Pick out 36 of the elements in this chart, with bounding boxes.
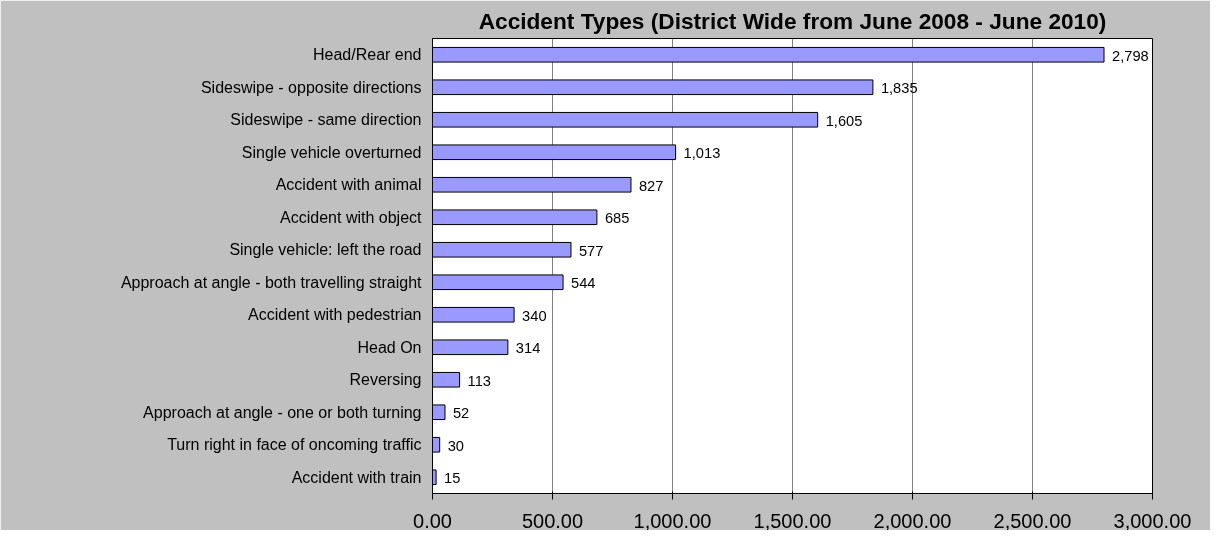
y-tick-label: Accident with pedestrian <box>248 306 422 324</box>
y-tick-label: Sideswipe - opposite directions <box>200 78 422 96</box>
x-tick-label: 1,500.00 <box>753 509 832 532</box>
data-label: 30 <box>447 437 465 454</box>
x-tick-label: 0.00 <box>413 509 452 532</box>
y-tick-label: Single vehicle overturned <box>241 143 422 161</box>
data-label: 340 <box>522 307 547 324</box>
data-label: 113 <box>467 372 491 389</box>
data-label: 577 <box>578 242 604 259</box>
y-tick-label: Head On <box>357 338 422 356</box>
y-tick-label: Single vehicle: left the road <box>229 241 422 259</box>
y-tick-label: Accident with object <box>280 208 423 226</box>
data-label: 1,013 <box>683 145 721 162</box>
y-tick-label: Head/Rear end <box>312 46 422 64</box>
y-tick-label: Approach at angle - one or both turning <box>143 403 422 421</box>
x-tick-label: 1,000.00 <box>633 509 712 532</box>
x-tick-label: 2,000.00 <box>873 509 952 532</box>
x-tick-label: 3,000.00 <box>1113 509 1192 532</box>
data-label: 2,798 <box>1112 47 1149 64</box>
x-tick-label: 500.00 <box>521 509 584 532</box>
y-tick-label: Sideswipe - same direction <box>230 111 422 129</box>
data-label: 544 <box>571 275 596 292</box>
data-label: 1,835 <box>880 80 918 97</box>
y-tick-label: Accident with animal <box>275 176 422 194</box>
data-label: 314 <box>515 340 541 357</box>
y-tick-label: Turn right in face of oncoming traffic <box>167 436 422 454</box>
chart-title: Accident Types (District Wide from June 2008 - June 2010) <box>478 7 1107 34</box>
y-tick-label: Accident with train <box>291 468 422 486</box>
data-label: 15 <box>444 470 461 487</box>
y-tick-label: Reversing <box>349 371 422 389</box>
y-tick-label: Approach at angle - both travelling straight <box>120 273 423 291</box>
data-label: 52 <box>452 405 470 422</box>
data-label: 827 <box>638 177 664 194</box>
x-tick-label: 2,500.00 <box>993 509 1072 532</box>
data-label: 1,605 <box>825 112 863 129</box>
data-label: 685 <box>604 210 630 227</box>
